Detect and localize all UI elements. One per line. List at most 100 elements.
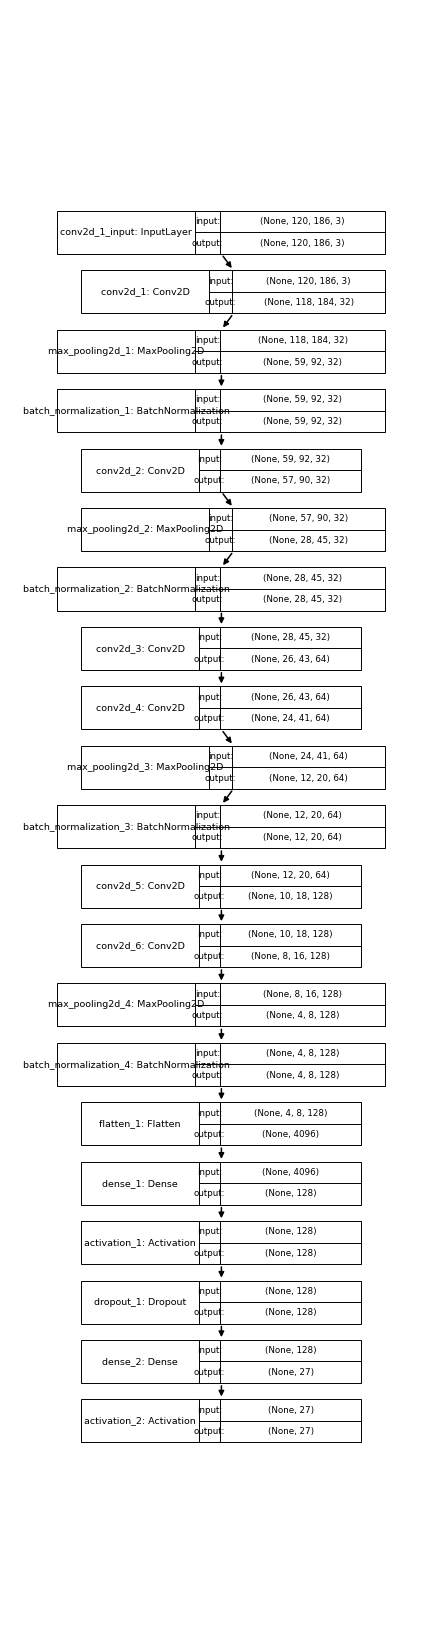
Text: (None, 12, 20, 64): (None, 12, 20, 64) <box>269 774 348 782</box>
Text: output:: output: <box>194 1190 226 1198</box>
Text: (None, 59, 92, 32): (None, 59, 92, 32) <box>263 418 342 426</box>
Bar <box>57 330 385 372</box>
Text: (None, 10, 18, 128): (None, 10, 18, 128) <box>248 893 333 901</box>
Text: (None, 4, 8, 128): (None, 4, 8, 128) <box>266 1012 340 1020</box>
Text: (None, 28, 45, 32): (None, 28, 45, 32) <box>251 633 330 641</box>
Text: (None, 27): (None, 27) <box>268 1405 314 1415</box>
Text: conv2d_1: Conv2D: conv2d_1: Conv2D <box>101 287 190 297</box>
Text: conv2d_2: Conv2D: conv2d_2: Conv2D <box>96 465 184 475</box>
Text: batch_normalization_2: BatchNormalization: batch_normalization_2: BatchNormalizatio… <box>23 584 230 594</box>
Text: (None, 128): (None, 128) <box>265 1346 317 1355</box>
Text: batch_normalization_3: BatchNormalization: batch_normalization_3: BatchNormalizatio… <box>23 823 230 831</box>
Text: (None, 118, 184, 32): (None, 118, 184, 32) <box>257 336 348 344</box>
Text: (None, 26, 43, 64): (None, 26, 43, 64) <box>251 692 330 702</box>
Text: (None, 57, 90, 32): (None, 57, 90, 32) <box>269 514 348 524</box>
Text: output:: output: <box>194 893 226 901</box>
Text: (None, 4, 8, 128): (None, 4, 8, 128) <box>266 1049 340 1058</box>
Text: (None, 120, 186, 3): (None, 120, 186, 3) <box>260 217 345 227</box>
Text: (None, 10, 18, 128): (None, 10, 18, 128) <box>248 930 333 940</box>
Bar <box>82 1221 361 1265</box>
Text: input:: input: <box>197 692 222 702</box>
Text: output:: output: <box>194 1248 226 1258</box>
Text: input:: input: <box>197 1169 222 1177</box>
Text: (None, 27): (None, 27) <box>268 1426 314 1436</box>
Text: input:: input: <box>197 633 222 641</box>
Bar <box>82 1102 361 1146</box>
Text: output:: output: <box>194 654 226 664</box>
Text: input:: input: <box>195 574 220 583</box>
Text: (None, 118, 184, 32): (None, 118, 184, 32) <box>264 299 354 307</box>
Text: max_pooling2d_3: MaxPooling2D: max_pooling2d_3: MaxPooling2D <box>67 762 223 772</box>
Bar <box>82 924 361 968</box>
Text: input:: input: <box>197 930 222 940</box>
Text: (None, 28, 45, 32): (None, 28, 45, 32) <box>263 574 342 583</box>
Text: (None, 4096): (None, 4096) <box>262 1169 319 1177</box>
Bar <box>57 1043 385 1085</box>
Text: input:: input: <box>195 336 220 344</box>
Text: batch_normalization_4: BatchNormalization: batch_normalization_4: BatchNormalizatio… <box>23 1059 230 1069</box>
Text: input:: input: <box>195 811 220 821</box>
Text: (None, 59, 92, 32): (None, 59, 92, 32) <box>251 455 330 463</box>
Bar <box>82 865 361 907</box>
Bar <box>57 805 385 849</box>
Text: input:: input: <box>195 217 220 227</box>
Text: output:: output: <box>194 477 226 485</box>
Text: conv2d_4: Conv2D: conv2d_4: Conv2D <box>96 703 184 712</box>
Text: output:: output: <box>205 535 236 545</box>
Bar <box>82 449 361 491</box>
Text: conv2d_6: Conv2D: conv2d_6: Conv2D <box>96 942 184 950</box>
Text: output:: output: <box>192 418 223 426</box>
Bar <box>82 1162 361 1204</box>
Text: (None, 128): (None, 128) <box>265 1286 317 1296</box>
Text: (None, 4, 8, 128): (None, 4, 8, 128) <box>254 1108 327 1118</box>
Text: max_pooling2d_2: MaxPooling2D: max_pooling2d_2: MaxPooling2D <box>67 526 223 534</box>
Text: output:: output: <box>194 951 226 961</box>
Text: input:: input: <box>197 455 222 463</box>
Text: output:: output: <box>194 715 226 723</box>
Text: max_pooling2d_4: MaxPooling2D: max_pooling2d_4: MaxPooling2D <box>48 1000 204 1010</box>
Text: output:: output: <box>192 357 223 367</box>
Text: (None, 59, 92, 32): (None, 59, 92, 32) <box>263 357 342 367</box>
Text: batch_normalization_1: BatchNormalization: batch_normalization_1: BatchNormalizatio… <box>23 406 230 415</box>
Bar <box>82 1281 361 1324</box>
Text: dense_2: Dense: dense_2: Dense <box>102 1356 178 1366</box>
Text: output:: output: <box>194 1426 226 1436</box>
Text: (None, 128): (None, 128) <box>265 1190 317 1198</box>
Text: conv2d_1_input: InputLayer: conv2d_1_input: InputLayer <box>60 228 192 237</box>
Bar <box>82 271 385 313</box>
Text: max_pooling2d_1: MaxPooling2D: max_pooling2d_1: MaxPooling2D <box>48 346 204 356</box>
Text: input:: input: <box>197 1346 222 1355</box>
Text: input:: input: <box>208 514 233 524</box>
Text: output:: output: <box>192 596 223 604</box>
Text: input:: input: <box>197 1108 222 1118</box>
Text: flatten_1: Flatten: flatten_1: Flatten <box>99 1120 181 1128</box>
Text: (None, 57, 90, 32): (None, 57, 90, 32) <box>251 477 330 485</box>
Text: (None, 24, 41, 64): (None, 24, 41, 64) <box>270 752 348 761</box>
Text: (None, 12, 20, 64): (None, 12, 20, 64) <box>263 811 342 821</box>
Text: activation_2: Activation: activation_2: Activation <box>84 1417 196 1425</box>
Text: (None, 28, 45, 32): (None, 28, 45, 32) <box>263 596 342 604</box>
Text: input:: input: <box>208 752 233 761</box>
Text: input:: input: <box>208 276 233 286</box>
Text: (None, 128): (None, 128) <box>265 1227 317 1237</box>
Bar <box>57 568 385 610</box>
Bar <box>82 627 361 669</box>
Text: output:: output: <box>194 1368 226 1377</box>
Text: output:: output: <box>192 832 223 842</box>
Text: (None, 128): (None, 128) <box>265 1309 317 1317</box>
Text: output:: output: <box>192 1012 223 1020</box>
Text: (None, 28, 45, 32): (None, 28, 45, 32) <box>269 535 348 545</box>
Bar <box>57 984 385 1027</box>
Text: input:: input: <box>195 989 220 999</box>
Text: dense_1: Dense: dense_1: Dense <box>102 1178 178 1188</box>
Text: dropout_1: Dropout: dropout_1: Dropout <box>94 1297 186 1307</box>
Text: input:: input: <box>195 1049 220 1058</box>
Bar <box>57 211 385 255</box>
Text: input:: input: <box>195 395 220 405</box>
Text: (None, 12, 20, 64): (None, 12, 20, 64) <box>251 871 330 880</box>
Bar <box>57 388 385 432</box>
Text: conv2d_3: Conv2D: conv2d_3: Conv2D <box>96 645 185 653</box>
Bar <box>82 1399 361 1443</box>
Text: input:: input: <box>197 1286 222 1296</box>
Bar <box>82 746 385 788</box>
